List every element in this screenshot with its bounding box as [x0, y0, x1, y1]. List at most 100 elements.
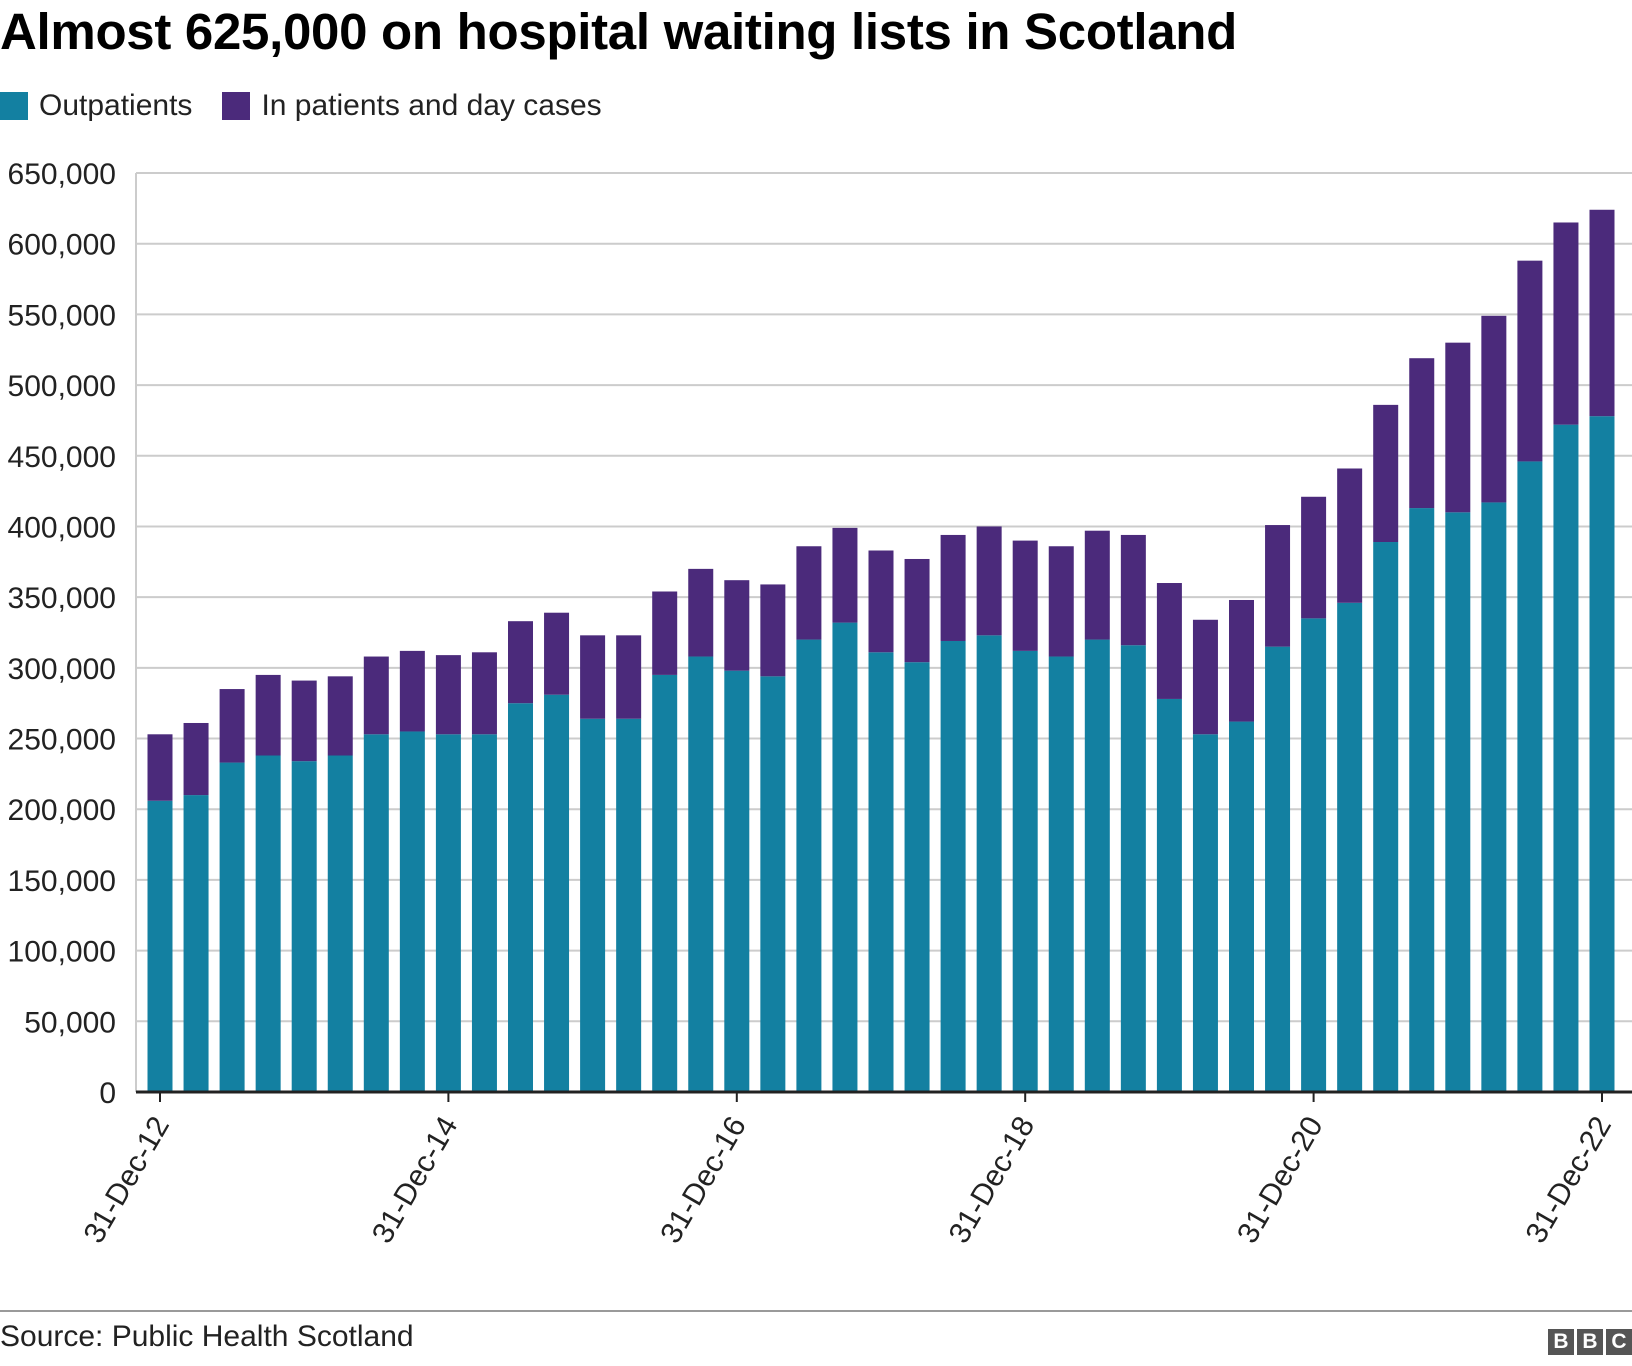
- bar-outpatients: [688, 656, 714, 1092]
- bar-inpatients: [1229, 599, 1254, 722]
- bar-outpatients: [1301, 618, 1327, 1092]
- bar-inpatients: [435, 655, 461, 735]
- x-tick-label: 31-Dec-12: [77, 1111, 176, 1249]
- y-tick-label: 450,000: [8, 441, 116, 474]
- y-tick-label: 550,000: [8, 299, 116, 332]
- bar-inpatients: [399, 650, 425, 732]
- bar-inpatients: [976, 526, 1002, 636]
- bar-inpatients: [580, 635, 606, 719]
- bar-inpatients: [544, 612, 570, 695]
- bar-outpatients: [1445, 512, 1471, 1092]
- bar-outpatients: [1156, 698, 1182, 1092]
- bar-outpatients: [363, 734, 389, 1092]
- x-tick-label: 31-Dec-16: [654, 1111, 753, 1249]
- bars: [147, 209, 1615, 1093]
- bar-outpatients: [471, 734, 497, 1092]
- bar-inpatients: [291, 680, 317, 762]
- y-tick-label: 650,000: [8, 158, 116, 191]
- bar-inpatients: [1445, 342, 1471, 513]
- bar-inpatients: [508, 621, 533, 704]
- bar-outpatients: [868, 652, 894, 1092]
- y-tick-label: 150,000: [8, 865, 116, 898]
- bar-inpatients: [652, 591, 678, 675]
- bar-outpatients: [1229, 721, 1254, 1092]
- bar-inpatients: [1301, 496, 1327, 619]
- bar-outpatients: [1337, 602, 1363, 1092]
- bar-outpatients: [1012, 650, 1038, 1092]
- bar-inpatients: [1481, 315, 1507, 503]
- bar-inpatients: [147, 734, 173, 801]
- footer-divider: [0, 1310, 1632, 1312]
- bar-inpatients: [363, 656, 389, 735]
- bar-inpatients: [1048, 546, 1074, 657]
- y-tick-label: 100,000: [8, 936, 116, 969]
- bar-chart: 0 50,000 100,000 150,000 200,000 250,000 300,0…: [8, 158, 1632, 1249]
- bar-inpatients: [760, 584, 786, 677]
- source-note: Source: Public Health Scotland: [0, 1320, 414, 1353]
- logo-letter: C: [1606, 1329, 1632, 1355]
- bar-outpatients: [616, 718, 642, 1092]
- y-tick-label: 0: [99, 1077, 116, 1110]
- bar-inpatients: [1409, 358, 1435, 509]
- legend: Outpatients In patients and day cases: [0, 86, 632, 126]
- bar-outpatients: [940, 640, 966, 1092]
- legend-label-inpatients: In patients and day cases: [261, 89, 602, 122]
- bar-inpatients: [471, 652, 497, 735]
- bar-inpatients: [1553, 222, 1579, 425]
- y-tick-label: 350,000: [8, 582, 116, 615]
- bar-inpatients: [1589, 209, 1615, 417]
- bar-outpatients: [1048, 656, 1074, 1092]
- bbc-logo: B B C: [1545, 1329, 1632, 1355]
- bar-outpatients: [652, 674, 678, 1092]
- bar-inpatients: [1156, 583, 1182, 699]
- bar-inpatients: [255, 674, 281, 756]
- bar-outpatients: [1373, 542, 1399, 1092]
- chart-title: Almost 625,000 on hospital waiting lists…: [0, 3, 1237, 60]
- bar-outpatients: [1192, 734, 1218, 1092]
- bar-outpatients: [1553, 424, 1579, 1092]
- bar-inpatients: [1265, 525, 1291, 647]
- y-tick-label: 250,000: [8, 724, 116, 757]
- legend-swatch-outpatients: [0, 92, 28, 120]
- bar-inpatients: [1337, 468, 1363, 603]
- bar-inpatients: [1120, 534, 1146, 646]
- bar-outpatients: [291, 761, 317, 1092]
- bar-inpatients: [940, 534, 966, 641]
- bar-inpatients: [1012, 540, 1038, 651]
- y-tick-label: 500,000: [8, 370, 116, 403]
- y-tick-label: 600,000: [8, 229, 116, 262]
- x-tick-label: 31-Dec-22: [1519, 1111, 1618, 1249]
- bar-outpatients: [435, 734, 461, 1092]
- bar-inpatients: [219, 689, 245, 763]
- bar-inpatients: [724, 580, 750, 671]
- y-tick-label: 200,000: [8, 794, 116, 827]
- bar-inpatients: [688, 568, 714, 657]
- bar-outpatients: [1409, 508, 1435, 1092]
- bar-outpatients: [904, 662, 930, 1092]
- legend-swatch-inpatients: [222, 92, 251, 120]
- bar-outpatients: [724, 670, 750, 1092]
- bar-outpatients: [796, 639, 822, 1092]
- bar-inpatients: [1517, 260, 1543, 462]
- bar-outpatients: [1589, 416, 1615, 1093]
- bar-outpatients: [219, 762, 245, 1092]
- bar-outpatients: [1481, 502, 1507, 1092]
- bar-outpatients: [1265, 646, 1291, 1092]
- legend-item-outpatients: Outpatients: [0, 89, 192, 123]
- bar-inpatients: [1084, 530, 1110, 640]
- x-axis-tick-labels: 31-Dec-12 31-Dec-14 31-Dec-16 31-Dec-18 31-D…: [77, 1092, 1618, 1249]
- bar-outpatients: [760, 676, 786, 1092]
- bar-outpatients: [1120, 645, 1146, 1092]
- bar-outpatients: [255, 755, 281, 1092]
- logo-letter: B: [1577, 1329, 1603, 1355]
- y-tick-label: 400,000: [8, 511, 116, 544]
- bar-outpatients: [327, 755, 353, 1092]
- bar-outpatients: [544, 694, 570, 1092]
- bar-inpatients: [616, 635, 642, 719]
- bar-inpatients: [1373, 404, 1399, 543]
- bar-outpatients: [508, 703, 533, 1092]
- y-axis-tick-labels: 0 50,000 100,000 150,000 200,000 250,000 300,0…: [8, 158, 116, 1110]
- logo-letter: B: [1548, 1329, 1574, 1355]
- bar-outpatients: [147, 800, 173, 1092]
- bar-outpatients: [580, 718, 606, 1092]
